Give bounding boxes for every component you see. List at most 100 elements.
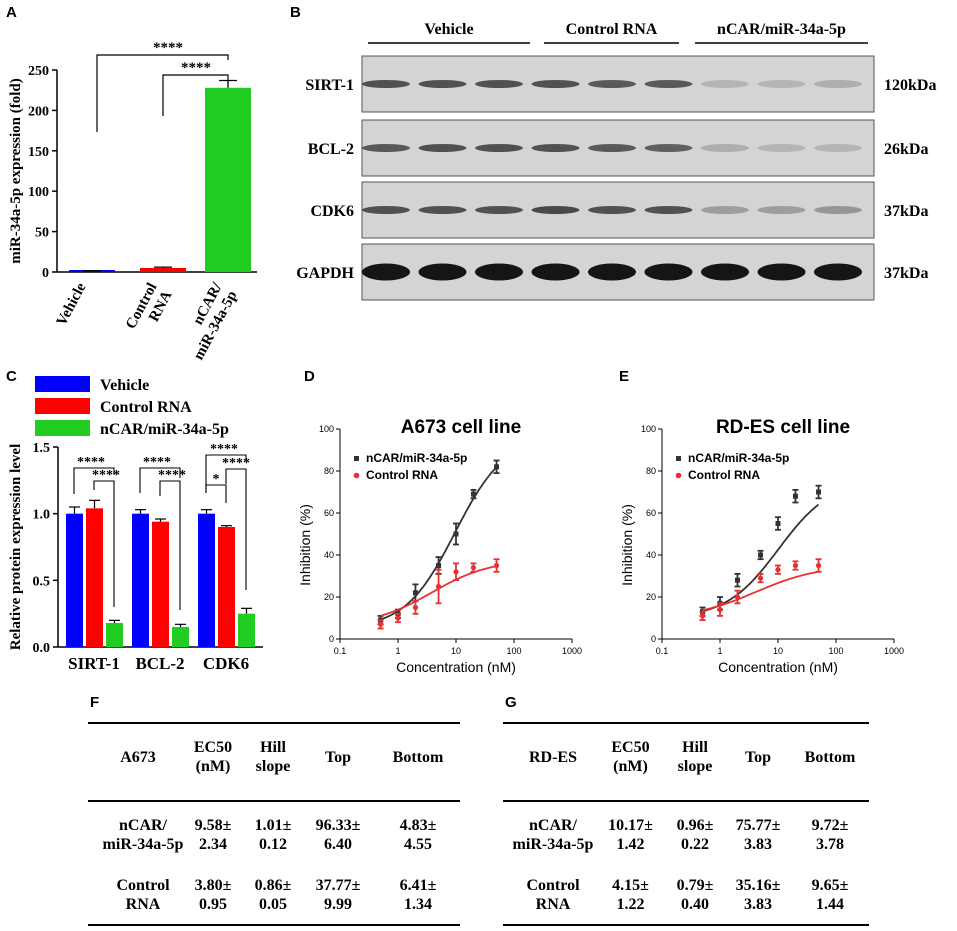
table-cell: 4.15± 1.22 (612, 877, 649, 913)
table-header: Top (324, 749, 352, 766)
blot-band (531, 263, 580, 281)
data-point (470, 565, 477, 571)
table-cell: 6.41± 1.34 (399, 877, 437, 913)
blot-band (418, 144, 467, 152)
data-point (453, 531, 459, 537)
data-point (734, 577, 740, 583)
significance-bracket (93, 480, 115, 607)
table-cell: 3.80± 0.95 (194, 877, 232, 913)
y-tick-label: 80 (324, 466, 334, 476)
blot-band (362, 206, 410, 214)
bar-sirt-1-2 (106, 623, 123, 647)
legend-swatch (35, 376, 90, 392)
x-tick-label: 1000 (884, 646, 904, 656)
blot-band (814, 206, 862, 214)
blot-size-label: 26kDa (884, 141, 928, 158)
significance-bracket (205, 454, 247, 493)
blot-group-label: nCAR/miR-34a-5p (717, 21, 846, 38)
blot-band (757, 263, 806, 281)
table-rule-bottom (88, 924, 460, 926)
data-point (734, 594, 741, 600)
blot-band (475, 80, 523, 88)
x-tick-label: ControlRNA (123, 280, 176, 340)
table-header: Hill slope (255, 739, 291, 775)
x-axis-label: Concentration (nM) (396, 659, 516, 675)
significance-stars: **** (181, 60, 211, 76)
data-point (815, 562, 822, 569)
table-cell: 4.83± 4.55 (399, 817, 437, 853)
blot-band (644, 144, 693, 152)
y-tick-label: 1.0 (33, 508, 51, 523)
x-axis-label: Concentration (nM) (718, 659, 838, 675)
table-rule-mid (88, 800, 460, 802)
y-tick-label: 40 (646, 550, 656, 560)
data-point (435, 583, 442, 590)
blot-band (531, 206, 580, 214)
y-tick-label: 40 (324, 550, 334, 560)
panel-label-c: C (6, 368, 17, 385)
y-tick-label: 250 (28, 64, 49, 79)
legend-label: Control RNA (366, 468, 438, 482)
y-axis-label: Inhibition (%) (300, 504, 313, 586)
table-cell: nCAR/ miR-34a-5p (512, 817, 594, 853)
y-tick-label: 50 (35, 226, 49, 241)
blot-group-label: Control RNA (566, 21, 658, 38)
blot-band (531, 144, 580, 152)
legend-marker (675, 472, 682, 479)
y-tick-label: 20 (324, 592, 334, 602)
blot-size-label: 37kDa (884, 203, 928, 220)
y-tick-label: 100 (641, 424, 656, 434)
legend-swatch (35, 420, 90, 436)
blot-band (701, 206, 749, 214)
panel-label-d: D (304, 368, 315, 385)
chart-title: A673 cell line (401, 417, 521, 438)
blot-band (362, 144, 410, 152)
x-tick-label: 10 (773, 646, 783, 656)
panel-label-e: E (619, 368, 630, 385)
blot-band (701, 80, 749, 88)
table-f-a673: A673 EC50 (nM) Hill slope Top Bottom nCA… (88, 718, 460, 928)
panel-label-g: G (505, 694, 517, 711)
chart-e-rdes-inhibition: RD-ES cell line 0 20 40 60 80 100 0.1 1 10 100 1000… (620, 417, 904, 675)
x-tick-label: 1 (395, 646, 400, 656)
data-point (792, 493, 798, 499)
table-cell: 9.72± 3.78 (811, 817, 849, 853)
x-tick-label: 1 (717, 646, 722, 656)
significance-bracket (205, 484, 227, 503)
blot-band (418, 80, 467, 88)
significance-bracket (139, 467, 181, 493)
blot-band (701, 144, 749, 152)
table-cell: 1.01± 0.12 (254, 817, 292, 853)
significance-bracket (159, 480, 181, 610)
y-tick-label: 0 (42, 266, 49, 281)
data-point (699, 613, 706, 619)
x-tick-label: 0.1 (334, 646, 347, 656)
table-cell: 9.65± 1.44 (811, 877, 849, 913)
table-cell: 0.96± 0.22 (676, 817, 714, 853)
blot-band (531, 80, 580, 88)
data-point (377, 621, 384, 627)
y-tick-label: 80 (646, 466, 656, 476)
significance-stars: **** (210, 442, 238, 457)
blot-band (475, 144, 523, 152)
data-point (758, 552, 764, 558)
data-point (395, 615, 401, 621)
y-tick-label: 150 (28, 145, 49, 160)
legend-marker (354, 456, 359, 461)
bar-bcl-2-2 (172, 627, 189, 647)
blot-band (814, 80, 862, 88)
blot-size-label: 37kDa (884, 265, 928, 282)
table-rule-bottom (503, 924, 869, 926)
chart-title: RD-ES cell line (716, 417, 850, 438)
fit-curve (702, 570, 819, 612)
significance-stars: **** (77, 455, 105, 470)
bar-bcl-2-1 (152, 521, 169, 647)
x-tick-label: Vehicle (54, 280, 90, 329)
y-tick-label: 0.5 (33, 574, 51, 589)
x-tick-label: 100 (506, 646, 521, 656)
y-axis-label: Inhibition (%) (620, 504, 635, 586)
table-rule-mid (503, 800, 869, 802)
table-header: Top (744, 749, 772, 766)
chart-c-protein-expression: 0.0 0.5 1.0 1.5 Relative protein expression … (8, 376, 263, 672)
table-header: Hill slope (677, 739, 713, 775)
